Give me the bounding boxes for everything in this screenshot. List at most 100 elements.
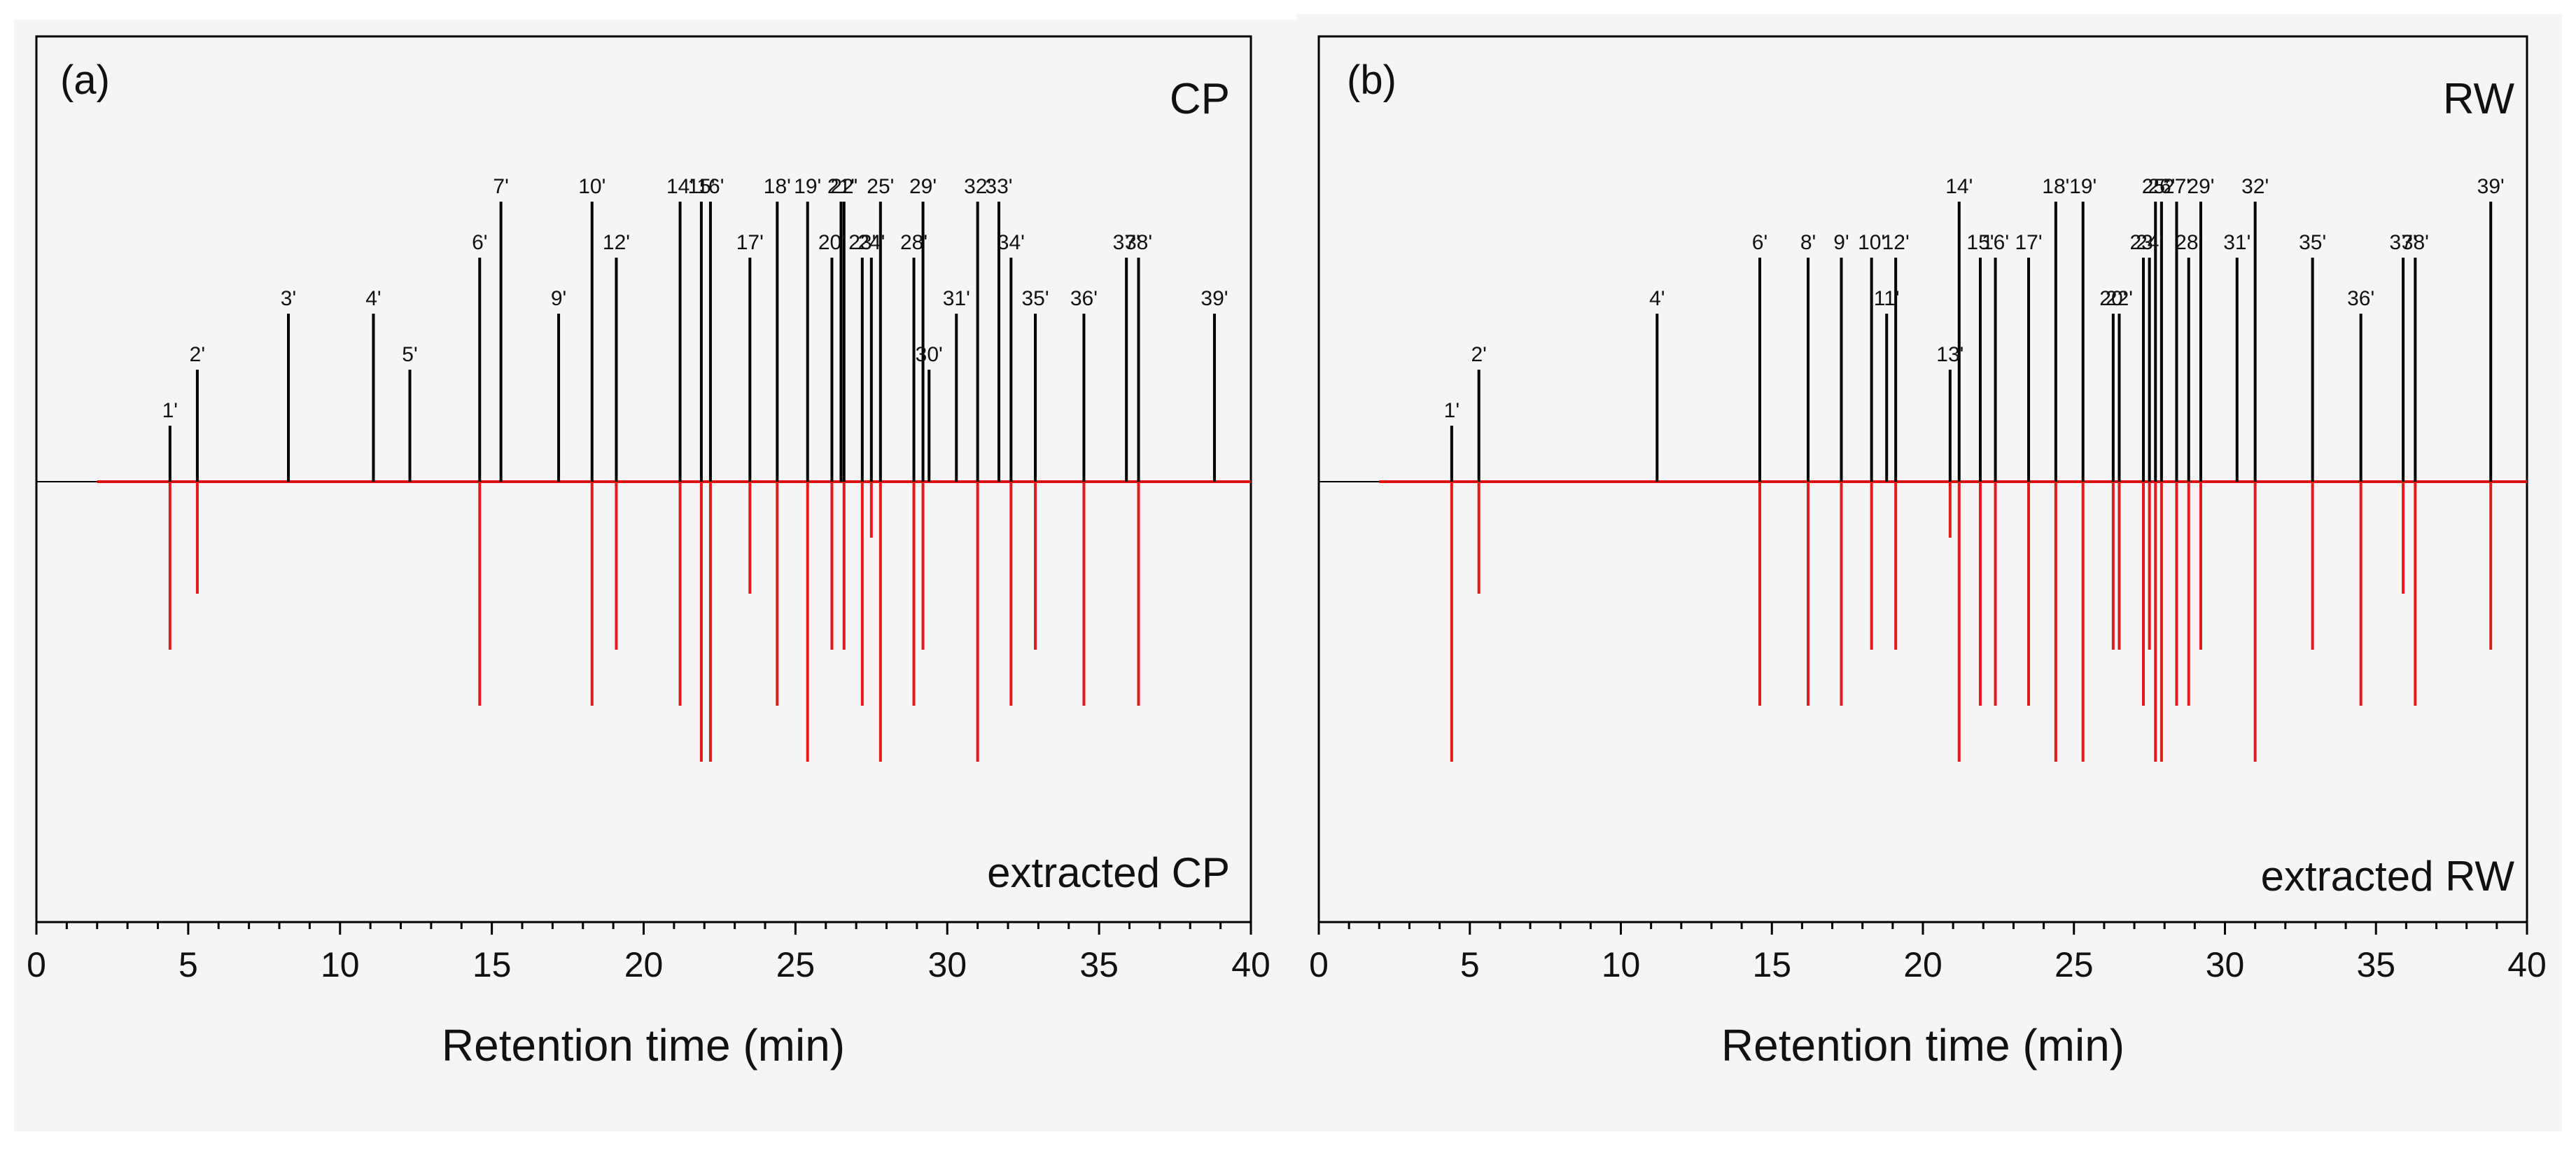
x-tick-label: 15 [1752, 945, 1791, 984]
peak-label: 29' [909, 175, 937, 198]
peak-label: 17' [2015, 231, 2042, 254]
title-top: RW [2443, 75, 2515, 123]
peak-label: 19' [794, 175, 821, 198]
peak-label: 37' [2390, 231, 2417, 254]
peak-label: 7' [493, 175, 508, 198]
peak-label: 13' [1936, 343, 1963, 366]
peak-label: 32' [2241, 175, 2269, 198]
peak-label: 14' [666, 175, 694, 198]
x-ticks [35, 922, 1252, 935]
peak-label: 17' [736, 231, 764, 254]
peak-label: 31' [943, 287, 970, 310]
x-tick-label: 20 [624, 945, 664, 984]
x-tick-labels: 0 5 10 15 20 25 30 35 40 [1309, 945, 2547, 984]
peak-label: 28' [2175, 231, 2202, 254]
peak-label: 3' [281, 287, 296, 310]
peak-label: 24' [2136, 231, 2163, 254]
x-tick-label: 0 [1309, 945, 1329, 984]
x-tick-label: 35 [2356, 945, 2395, 984]
peak-label: 10' [1858, 231, 1885, 254]
panel-b: (b) RW extracted RW Retention time (min)… [1309, 35, 2547, 1070]
x-tick-label: 20 [1903, 945, 1942, 984]
x-axis-label: Retention time (min) [1721, 1020, 2124, 1070]
x-ticks [1317, 922, 2528, 935]
peak-label: 35' [2299, 231, 2326, 254]
peak-label: 22' [2106, 287, 2133, 310]
peak-label: 22' [830, 175, 858, 198]
peak-label: 34' [997, 231, 1025, 254]
x-tick-label: 10 [321, 945, 360, 984]
peak-label: 32' [964, 175, 991, 198]
x-tick-label: 25 [2054, 945, 2094, 984]
peak-label: 14' [1945, 175, 1973, 198]
peak-label: 39' [2477, 175, 2505, 198]
x-tick-label: 35 [1079, 945, 1119, 984]
x-tick-label: 40 [2507, 945, 2547, 984]
peak-label: 18' [764, 175, 791, 198]
peak-label: 36' [1070, 287, 1098, 310]
peak-label: 31' [2223, 231, 2250, 254]
panel-label: (b) [1347, 57, 1396, 103]
peak-label: 36' [2347, 287, 2374, 310]
plot-frame [1317, 35, 2528, 923]
peak-labels: 1' 2' 3' 4' 5' 6' 7' 9' 10' 12' 14'15'16' 17' 18' 19'… [162, 175, 1228, 422]
peak-label: 24' [858, 231, 885, 254]
peak-label: 39' [1200, 287, 1228, 310]
x-tick-label: 30 [927, 945, 967, 984]
peak-label: 21' [827, 175, 855, 198]
x-tick-labels: 0 5 10 15 20 25 30 35 40 [27, 945, 1270, 984]
title-bottom: extracted CP [987, 849, 1230, 896]
x-axis-label: Retention time (min) [442, 1020, 845, 1070]
peak-label: 6' [472, 231, 487, 254]
peak-label: 38' [1125, 231, 1152, 254]
peak-label: 25' [867, 175, 894, 198]
peak-label: 38' [2402, 231, 2429, 254]
x-tick-label: 25 [776, 945, 816, 984]
x-tick-label: 30 [2206, 945, 2245, 984]
peak-label: 5' [402, 343, 417, 366]
peak-label: 28' [900, 231, 927, 254]
peak-label: 20' [2099, 287, 2127, 310]
x-tick-label: 5 [1460, 945, 1480, 984]
plot-frame [35, 35, 1252, 923]
peak-label: 19' [2069, 175, 2096, 198]
peak-label: 33' [985, 175, 1012, 198]
x-tick-label: 10 [1602, 945, 1641, 984]
title-top: CP [1170, 75, 1230, 123]
x-tick-label: 40 [1231, 945, 1270, 984]
peak-label: 9' [551, 287, 566, 310]
peak-label: 26' [2148, 175, 2175, 198]
peak-label: 2' [1471, 343, 1486, 366]
x-tick-label: 5 [178, 945, 198, 984]
peak-label: 12' [603, 231, 630, 254]
peak-label: 35' [1021, 287, 1049, 310]
peak-label: 18' [2042, 175, 2069, 198]
peak-label: 29' [2187, 175, 2214, 198]
panel-label: (a) [60, 57, 110, 103]
peak-label: 30' [916, 343, 943, 366]
peaks [168, 202, 1216, 762]
peak-label: 8' [1800, 231, 1816, 254]
peak-label: 37' [1113, 231, 1140, 254]
title-bottom: extracted RW [2261, 853, 2515, 900]
peak-label: 25' [2142, 175, 2169, 198]
peak-label: 4' [365, 287, 381, 310]
x-tick-label: 0 [27, 945, 46, 984]
peak-labels: 1' 2' 4' 6' 8' 9' 10' 11' 12' 13' 14' 15'16' 17' 18' 1… [1444, 175, 2505, 422]
peak-label: 4' [1649, 287, 1665, 310]
peak-label: 1' [1444, 399, 1460, 422]
peak-label: 11' [1874, 287, 1900, 310]
peak-label: 16' [1982, 231, 2009, 254]
peak-label: 9' [1833, 231, 1849, 254]
peak-label: 27' [2163, 175, 2190, 198]
peak-label: 16' [696, 175, 724, 198]
peak-label: 1' [162, 399, 178, 422]
panel-b-background [1296, 14, 2562, 1131]
peak-label: 12' [1882, 231, 1910, 254]
peak-label: 23' [2129, 231, 2157, 254]
peak-label: 23' [848, 231, 876, 254]
peak-label: 15' [687, 175, 715, 198]
peak-label: 6' [1752, 231, 1768, 254]
peaks [1450, 202, 2493, 762]
